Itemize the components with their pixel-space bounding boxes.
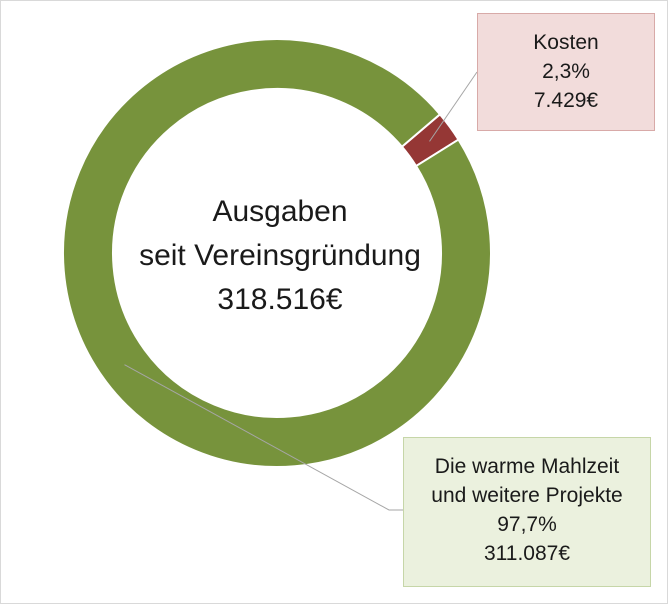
data-label-mahlzeit-category-2: und weitere Projekte: [431, 484, 623, 507]
data-label-mahlzeit-category-1: Die warme Mahlzeit: [434, 455, 620, 478]
data-label-kosten-category: Kosten: [533, 31, 599, 54]
data-label-kosten: Kosten 2,3% 7.429€: [477, 13, 655, 131]
data-label-mahlzeit-value: 311.087€: [483, 542, 571, 565]
center-label: Ausgaben seit Vereinsgründung 318.516€: [95, 190, 465, 322]
data-label-kosten-value: 7.429€: [533, 89, 599, 112]
center-label-line-2: seit Vereinsgründung: [139, 239, 421, 272]
leader-line-mahlzeit: [124, 364, 403, 511]
center-label-total: 318.516€: [217, 283, 343, 316]
slice-mahlzeit: [62, 38, 492, 468]
data-label-mahlzeit: Die warme Mahlzeit und weitere Projekte …: [403, 437, 651, 587]
data-label-kosten-percent: 2,3%: [542, 60, 590, 83]
center-label-line-1: Ausgaben: [212, 195, 348, 228]
leader-lines: [124, 71, 478, 511]
data-label-mahlzeit-percent: 97,7%: [497, 513, 557, 536]
leader-line-kosten: [429, 71, 478, 142]
